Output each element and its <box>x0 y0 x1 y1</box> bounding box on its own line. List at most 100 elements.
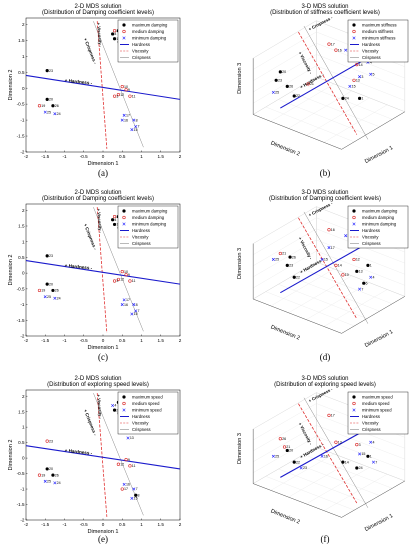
grid-line <box>265 106 355 142</box>
point-label: 26 <box>292 255 296 259</box>
legend-entry: medium speed <box>362 401 390 406</box>
point-label: 10 <box>124 270 128 274</box>
hardness-label: + Hardness - <box>64 263 93 271</box>
data-point <box>111 32 115 36</box>
grid-line <box>253 239 317 277</box>
point-label: 1 <box>370 455 372 459</box>
data-point <box>124 273 128 277</box>
point-label: 20 <box>289 449 293 453</box>
legend-entry: maximum damping <box>132 208 168 213</box>
legend-entry: maximum stiffness <box>362 22 397 27</box>
grid-line <box>291 461 380 496</box>
data-point <box>112 37 117 41</box>
point-label: 1 <box>116 223 118 227</box>
point-label: 17 <box>331 42 335 46</box>
point-label: 1 <box>361 97 363 101</box>
viscosity-label: + Viscosity - <box>96 23 103 48</box>
point-label: 26 <box>289 85 293 89</box>
data-point <box>369 72 373 76</box>
point-label: 15 <box>352 85 356 89</box>
y-axis-label: Dimension 2 <box>8 439 14 470</box>
point-label: 17 <box>124 487 128 491</box>
data-point <box>285 263 289 267</box>
data-point <box>355 443 359 447</box>
point-label: 16 <box>124 118 128 122</box>
legend-box <box>117 391 179 435</box>
data-point <box>357 96 362 100</box>
data-point <box>352 78 356 82</box>
point-label: 25 <box>275 258 279 262</box>
data-point <box>334 263 338 267</box>
grid-line <box>323 104 388 143</box>
x-tick-label: 1.5 <box>158 338 165 343</box>
data-point <box>292 460 296 464</box>
data-point <box>341 96 345 100</box>
y-tick-label: -1 <box>20 118 25 123</box>
point-label: 5 <box>373 72 375 76</box>
point-label: 11 <box>132 279 136 283</box>
data-point <box>320 454 324 458</box>
grid-line <box>253 250 317 289</box>
data-point <box>355 63 359 67</box>
data-point <box>124 458 128 462</box>
data-point <box>271 454 275 458</box>
data-point <box>120 487 124 491</box>
y-tick-label: 1 <box>22 54 25 59</box>
x-tick-label: 0.5 <box>119 338 126 343</box>
viscosity-line <box>96 207 108 333</box>
grid-line <box>253 65 317 104</box>
legend-box <box>347 205 409 249</box>
point-label: 13 <box>338 440 342 444</box>
point-label: 9 <box>128 458 130 462</box>
point-label: 21 <box>310 82 314 86</box>
point-label: 19 <box>41 473 45 477</box>
grid-line <box>316 239 405 275</box>
data-point <box>327 42 331 46</box>
x-tick-label: -1.5 <box>41 338 49 343</box>
legend-entry: Hardness <box>362 42 380 47</box>
legend-marker <box>352 401 356 406</box>
viscosity-line <box>298 31 358 135</box>
point-label: 20 <box>49 98 53 102</box>
point-label: 19 <box>41 289 45 293</box>
point-label: 19 <box>41 104 45 108</box>
point-label: 17 <box>126 114 130 118</box>
panel-label: (f) <box>321 534 330 544</box>
point-label: 7 <box>375 460 377 464</box>
point-label: 9 <box>128 88 130 92</box>
x-tick-label: 2 <box>179 154 182 159</box>
grid-line <box>278 284 367 319</box>
legend-entry: Hardness <box>132 414 150 419</box>
point-label: 14 <box>338 264 342 268</box>
legend-entry: Viscosity <box>132 48 149 53</box>
hardness-line <box>25 74 181 100</box>
data-point <box>45 69 49 73</box>
legend-entry: minimum speed <box>362 407 392 412</box>
data-point <box>334 48 338 52</box>
data-point <box>292 275 296 279</box>
data-point <box>355 466 359 470</box>
crispness-line <box>303 397 369 508</box>
x-tick-label: -1 <box>62 154 67 159</box>
chart-title: 2-D MDS solution <box>74 4 121 10</box>
grid-line <box>253 31 317 70</box>
data-point <box>134 124 138 128</box>
data-point <box>288 255 292 259</box>
viscosity-line <box>96 21 108 149</box>
crispness-line <box>303 25 369 140</box>
point-label: 3 <box>116 94 118 98</box>
data-point <box>362 281 366 285</box>
point-label: 4 <box>370 60 372 64</box>
data-point <box>130 496 134 500</box>
y-tick-label: 0 <box>22 86 25 91</box>
legend-box <box>347 391 409 435</box>
grid-line <box>265 476 355 511</box>
data-point <box>132 303 136 307</box>
x-tick-label: 1 <box>140 154 143 159</box>
chart-c: 2-D MDS solution(Distribution of Damping… <box>8 190 182 362</box>
point-label: 13 <box>130 436 134 440</box>
legend-marker <box>352 209 356 213</box>
y-tick-label: 1.5 <box>18 224 25 229</box>
grid-line <box>270 268 335 307</box>
legend-marker <box>122 222 126 226</box>
